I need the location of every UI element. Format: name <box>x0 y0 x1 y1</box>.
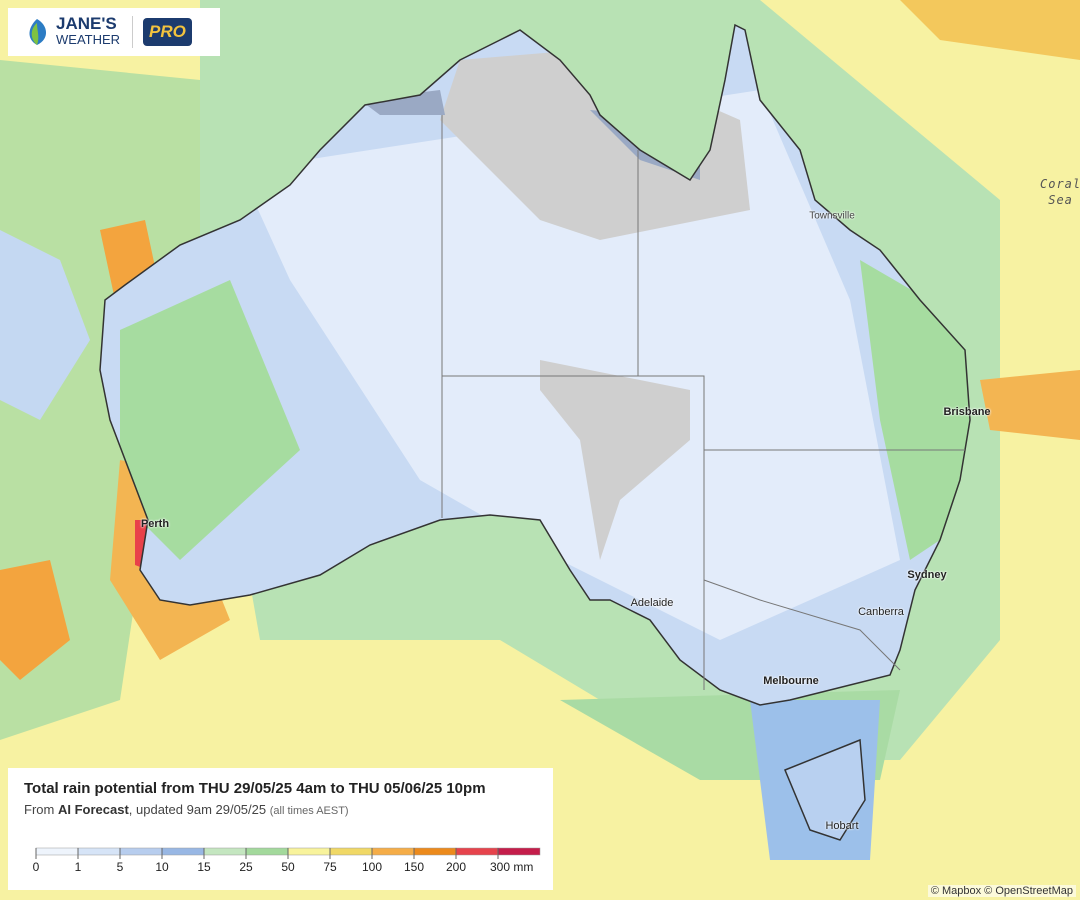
legend-label: 1 <box>75 860 82 874</box>
logo-icon <box>29 19 47 45</box>
legend-label: 75 <box>323 860 337 874</box>
legend-swatch <box>413 847 457 856</box>
place-label: Brisbane <box>943 406 991 418</box>
legend-swatch <box>497 847 541 856</box>
place-label: Townsville <box>809 210 855 222</box>
legend-label: 15 <box>197 860 211 874</box>
legend-swatch <box>77 847 121 856</box>
logo[interactable]: JANE'S WEATHER PRO <box>8 8 220 56</box>
legend-label: 25 <box>239 860 253 874</box>
legend-swatch <box>35 847 79 856</box>
legend-label: 200 <box>446 860 466 874</box>
attribution-text: © Mapbox <box>930 885 982 897</box>
legend-swatch <box>245 847 289 856</box>
legend-label: 300 mm <box>490 860 533 874</box>
legend-label: 50 <box>281 860 295 874</box>
legend-swatch <box>203 847 247 856</box>
place-label: Adelaide <box>630 597 674 609</box>
legend-swatch <box>161 847 205 856</box>
legend-title: Total rain potential from THU 29/05/25 4… <box>24 780 486 797</box>
legend-swatch <box>119 847 163 856</box>
legend-subtitle: From AI Forecast, updated 9am 29/05/25 (… <box>24 802 349 817</box>
legend-swatch <box>329 847 373 856</box>
divider <box>132 16 134 48</box>
legend-label: 150 <box>404 860 424 874</box>
subtitle-text: , updated 9am 29/05/25 <box>128 802 267 817</box>
subtitle-note: (all times AEST) <box>269 805 349 817</box>
legend: Total rain potential from THU 29/05/25 4… <box>8 768 553 890</box>
pro-badge: PRO <box>143 18 192 46</box>
place-label: Canberra <box>858 606 904 618</box>
legend-scale: 0 1 5 10 15 25 50 75 100 150 200 300 mm <box>33 847 541 874</box>
logo-text: JANE'S WEATHER <box>56 14 121 48</box>
legend-swatch <box>287 847 331 856</box>
logo-brand: JANE'S <box>56 14 117 33</box>
attribution: © Mapbox © OpenStreetMap <box>927 885 1076 897</box>
subtitle-source: AI Forecast <box>57 802 129 817</box>
legend-swatch <box>371 847 415 856</box>
legend-label: 0 <box>33 860 40 874</box>
subtitle-text: From <box>24 802 55 817</box>
attribution-text: © OpenStreetMap <box>984 885 1073 897</box>
logo-brand: WEATHER <box>56 32 121 47</box>
legend-swatch <box>455 847 499 856</box>
legend-label: 100 <box>362 860 382 874</box>
place-label: Melbourne <box>763 675 819 687</box>
place-label: Sydney <box>907 569 947 581</box>
sea-label-line: Coral <box>1040 177 1080 191</box>
sea-label-line: Sea <box>1048 193 1073 207</box>
legend-label: 10 <box>155 860 169 874</box>
sea-label: Coral Sea <box>1040 176 1080 208</box>
place-label: Hobart <box>825 820 859 832</box>
legend-label: 5 <box>117 860 124 874</box>
place-label: Perth <box>140 518 170 530</box>
